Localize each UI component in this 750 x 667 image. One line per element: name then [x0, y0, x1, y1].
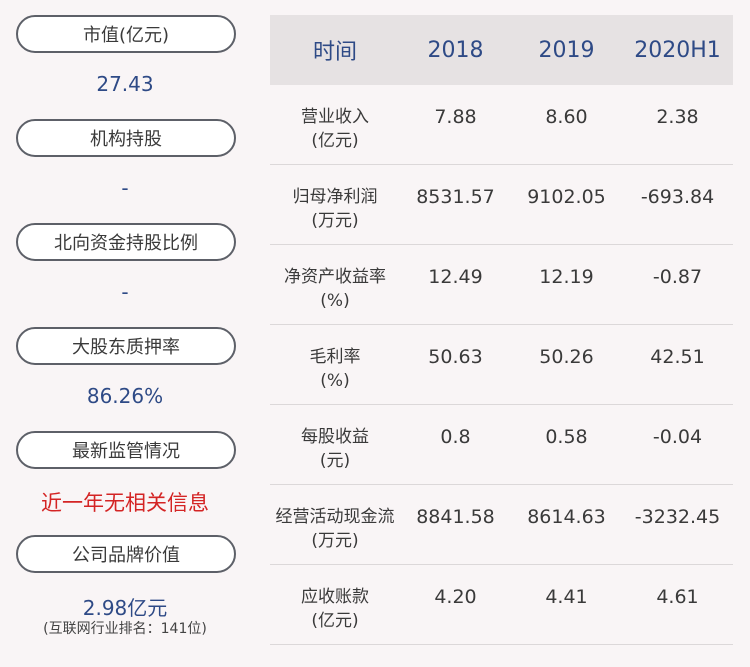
row-name: 经营活动现金流 — [275, 507, 395, 527]
market-cap-value: 27.43 — [96, 72, 154, 96]
table-cell: 4.61 — [656, 586, 699, 608]
row-label: 应收账款 (亿元) — [270, 585, 400, 633]
table-cell: -0.87 — [652, 266, 703, 288]
table-row: 归母净利润 (万元) 8531.57 9102.05 -693.84 — [270, 165, 733, 245]
row-unit: (万元) — [311, 531, 359, 551]
row-unit: (%) — [320, 291, 350, 311]
table-row: 每股收益 (元) 0.8 0.58 -0.04 — [270, 405, 733, 485]
row-name: 每股收益 — [301, 427, 369, 447]
institutional-holding-label-text: 机构持股 — [90, 129, 162, 150]
table-cell: 0.58 — [545, 426, 588, 448]
brand-value-label-text: 公司品牌价值 — [72, 545, 180, 566]
table-cell: 4.20 — [434, 586, 477, 608]
table-cell: -0.04 — [652, 426, 703, 448]
northbound-holding-value: - — [121, 280, 129, 304]
row-unit: (%) — [320, 371, 350, 391]
row-label: 营业收入 (亿元) — [270, 105, 400, 153]
institutional-holding-value: - — [121, 176, 129, 200]
table-cell: 8531.57 — [416, 186, 495, 208]
brand-value-label: 公司品牌价值 — [16, 535, 236, 573]
table-row: 经营活动现金流 (万元) 8841.58 8614.63 -3232.45 — [270, 485, 733, 565]
table-cell: 7.88 — [434, 106, 477, 128]
row-unit: (亿元) — [311, 131, 359, 151]
market-cap-label: 市值(亿元) — [16, 15, 236, 53]
row-label: 每股收益 (元) — [270, 425, 400, 473]
table-cell: -3232.45 — [634, 506, 721, 528]
header-period: 时间 — [312, 40, 357, 65]
row-label: 净资产收益率 (%) — [270, 265, 400, 313]
table-cell: -693.84 — [640, 186, 715, 208]
table-row: 净资产收益率 (%) 12.49 12.19 -0.87 — [270, 245, 733, 325]
table-row: 毛利率 (%) 50.63 50.26 42.51 — [270, 325, 733, 405]
row-name: 营业收入 — [301, 107, 369, 127]
institutional-holding-label: 机构持股 — [16, 119, 236, 157]
brand-value-value: 2.98亿元 — [82, 596, 168, 620]
table-cell: 4.41 — [545, 586, 588, 608]
table-header: 时间 2018 2019 2020H1 — [270, 15, 733, 85]
row-unit: (亿元) — [311, 611, 359, 631]
brand-rank-note: (互联网行业排名：141位) — [43, 621, 207, 637]
table-cell: 8.60 — [545, 106, 588, 128]
row-name: 应收账款 — [301, 587, 369, 607]
pledge-rate-label: 大股东质押率 — [16, 327, 236, 365]
regulatory-status-label: 最新监管情况 — [16, 431, 236, 469]
header-2018: 2018 — [427, 37, 484, 63]
table-cell: 0.8 — [440, 426, 471, 448]
table-cell: 42.51 — [650, 346, 705, 368]
table-cell: 12.49 — [428, 266, 483, 288]
table-cell: 50.63 — [428, 346, 483, 368]
header-2020h1: 2020H1 — [634, 37, 721, 63]
market-cap-label-text: 市值(亿元) — [82, 25, 170, 46]
table-cell: 50.26 — [539, 346, 594, 368]
table-cell: 8841.58 — [416, 506, 495, 528]
row-name: 归母净利润 — [292, 187, 378, 207]
row-label: 归母净利润 (万元) — [270, 185, 400, 233]
left-panel: 市值(亿元) 27.43 机构持股 - 北向资金持股比例 - 大股东质押率 86… — [0, 0, 250, 667]
northbound-holding-label-text: 北向资金持股比例 — [54, 233, 198, 254]
table-cell: 2.38 — [656, 106, 699, 128]
table-cell: 8614.63 — [527, 506, 606, 528]
row-label: 毛利率 (%) — [270, 345, 400, 393]
pledge-rate-label-text: 大股东质押率 — [72, 337, 180, 358]
row-label: 经营活动现金流 (万元) — [270, 505, 400, 553]
row-unit: (元) — [319, 451, 351, 471]
regulatory-status-label-text: 最新监管情况 — [72, 441, 180, 462]
table-row: 营业收入 (亿元) 7.88 8.60 2.38 — [270, 85, 733, 165]
row-unit: (万元) — [311, 211, 359, 231]
table-cell: 9102.05 — [527, 186, 606, 208]
row-name: 毛利率 — [309, 347, 361, 367]
financial-table: 时间 2018 2019 2020H1 营业收入 (亿元) 7.88 8.60 2… — [270, 15, 733, 645]
pledge-rate-value: 86.26% — [86, 384, 164, 408]
header-2019: 2019 — [538, 37, 595, 63]
table-row: 应收账款 (亿元) 4.20 4.41 4.61 — [270, 565, 733, 645]
row-name: 净资产收益率 — [284, 267, 386, 287]
northbound-holding-label: 北向资金持股比例 — [16, 223, 236, 261]
table-cell: 12.19 — [539, 266, 594, 288]
regulatory-status-value: 近一年无相关信息 — [41, 491, 209, 515]
